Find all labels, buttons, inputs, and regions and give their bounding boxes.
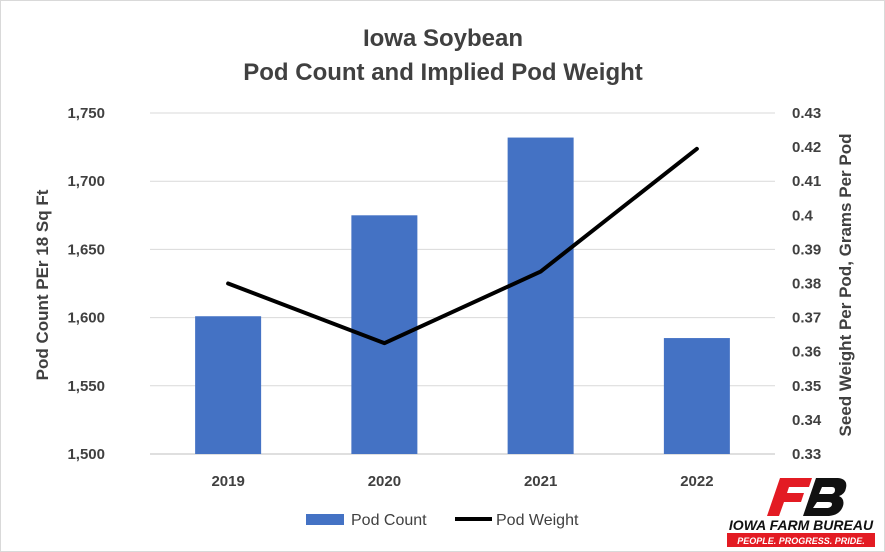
left-tick-label: 1,600 [67,310,105,327]
logo-tagline-band [727,533,875,547]
logo-mark-b [803,478,847,516]
chart-title-line1: Iowa Soybean [363,25,523,52]
right-tick-label: 0.36 [792,344,821,361]
right-tick-label: 0.43 [792,105,821,122]
chart-title-line2: Pod Count and Implied Pod Weight [243,59,643,86]
right-axis-ticks: 0.33 0.34 0.35 0.36 0.37 0.38 0.39 0.4 0.41 0.42 0… [792,105,822,463]
line-series [226,146,699,346]
bar-pod-count [663,338,730,454]
left-tick-label: 1,750 [67,105,105,122]
right-tick-label: 0.34 [792,412,822,429]
right-tick-label: 0.4 [792,207,814,224]
legend-label-pod-weight: Pod Weight [496,512,579,529]
legend-label-pod-count: Pod Count [351,512,427,529]
right-tick-label: 0.38 [792,276,821,293]
legend-swatch-pod-count [306,514,344,525]
left-tick-label: 1,650 [67,241,105,258]
x-axis-ticks: 2019 2020 2021 2022 [211,473,713,490]
x-tick-label: 2020 [368,473,401,490]
point-pod-weight [695,147,699,151]
logo-tagline: PEOPLE. PROGRESS. PRIDE. [737,536,865,546]
bar-pod-count [195,316,262,454]
left-tick-label: 1,500 [67,446,105,463]
right-axis-label: Seed Weight Per Pod, Grams Per Pod [836,134,855,437]
point-pod-weight [382,341,386,345]
right-tick-label: 0.37 [792,310,821,327]
point-pod-weight [539,270,543,274]
legend: Pod Count Pod Weight [306,512,579,529]
point-pod-weight [226,282,230,285]
iowa-farm-bureau-logo: IOWA FARM BUREAU PEOPLE. PROGRESS. PRIDE… [727,478,875,547]
right-tick-label: 0.42 [792,139,821,156]
right-tick-label: 0.35 [792,378,821,395]
right-tick-label: 0.41 [792,173,821,190]
logo-name: IOWA FARM BUREAU [729,517,874,533]
line-pod-weight [226,146,699,346]
left-axis-label: Pod Count PEr 18 Sq Ft [33,189,52,380]
right-tick-label: 0.33 [792,446,821,463]
logo-mark-f [767,478,812,516]
left-tick-label: 1,700 [67,173,105,190]
right-tick-label: 0.39 [792,241,821,258]
bar-pod-count [507,137,574,454]
x-tick-label: 2022 [680,473,713,490]
left-tick-label: 1,550 [67,378,105,395]
left-axis-ticks: 1,500 1,550 1,600 1,650 1,700 1,750 [67,105,105,463]
x-tick-label: 2019 [211,473,244,490]
x-tick-label: 2021 [524,473,557,490]
